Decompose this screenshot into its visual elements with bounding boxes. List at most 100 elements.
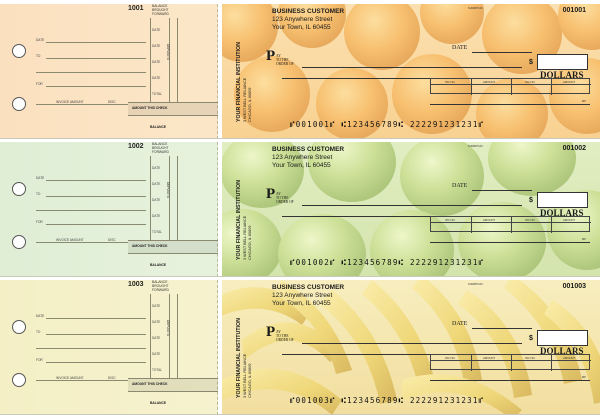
- stub-line: [36, 242, 128, 243]
- bank-info: YOUR FINANCIAL INSTITUTION 3 WEST BELL R…: [236, 160, 266, 260]
- mp-label: MP: [582, 376, 586, 379]
- stub-line: [36, 104, 128, 105]
- stub-date-label: DATE: [152, 44, 161, 48]
- payee-line: [302, 205, 522, 206]
- payee-line: [302, 343, 522, 344]
- stub-deposits-label: DEPOSITS: [166, 320, 170, 337]
- customer-name: BUSINESS CUSTOMER: [272, 8, 345, 15]
- stub-total-label: TOTAL: [152, 230, 162, 234]
- stub-line: [46, 86, 146, 87]
- date-label: DATE: [452, 183, 468, 189]
- check-stub: 1001 BALANCE BROUGHT FORWARD DATE TO FOR…: [0, 4, 218, 138]
- table-line: [551, 79, 552, 95]
- table-line: [551, 217, 552, 233]
- stub-column: [150, 294, 170, 378]
- check-wash: [222, 4, 600, 138]
- pay-small-1: AY: [276, 330, 281, 334]
- stub-line: [46, 58, 146, 59]
- dollars-label: DOLLARS: [540, 346, 584, 356]
- bank-address2: CHICAGO, IL 60609: [248, 225, 252, 260]
- check-row: 1002 BALANCE BROUGHT FORWARD DATE TO FOR…: [0, 142, 600, 277]
- invoice-table: INV NO. AMOUNT INV NO. AMOUNT: [430, 354, 591, 371]
- check-wash: [222, 142, 600, 276]
- stub-line: [46, 196, 146, 197]
- inv-no-label: INV NO.: [525, 356, 536, 360]
- date-line: [472, 190, 532, 191]
- stub-for-label: FOR: [36, 358, 43, 362]
- stub-amount-this-check-label: AMOUNT THIS CHECK: [132, 382, 168, 386]
- stub-deposits-label: DEPOSITS: [166, 182, 170, 199]
- binder-hole: [12, 320, 26, 334]
- pay-to-label: AY TO THE ORDER OF: [276, 330, 294, 343]
- dollars-line: [282, 78, 538, 79]
- stub-amount-this-check-label: AMOUNT THIS CHECK: [132, 106, 168, 110]
- bank-address1: 3 WEST BELL RELIANCE: [243, 77, 247, 122]
- stub-line: [46, 362, 146, 363]
- stub-total-label: TOTAL: [152, 92, 162, 96]
- tiny-code: SUMMIT123: [468, 7, 483, 10]
- pay-to-label: AY TO THE ORDER OF: [276, 54, 294, 67]
- check-row: 1003 BALANCE BROUGHT FORWARD DATE TO FOR…: [0, 280, 600, 415]
- pay-small-2: TO THE: [276, 58, 289, 63]
- stub-line: [36, 380, 128, 381]
- pay-small-3: ORDER OF: [276, 338, 294, 343]
- check-stub: 1002 BALANCE BROUGHT FORWARD DATE TO FOR…: [0, 142, 218, 276]
- stub-column: [170, 18, 178, 102]
- customer-address1: 123 Anywhere Street: [272, 292, 333, 299]
- amount-box: [537, 54, 588, 70]
- stub-invoice-amount-label: INVOICE AMOUNT: [56, 100, 84, 104]
- pay-to-label: AY TO THE ORDER OF: [276, 192, 294, 205]
- binder-hole: [12, 97, 26, 111]
- pay-letter: P: [266, 324, 276, 340]
- stub-balance-label: BALANCE: [150, 125, 167, 129]
- stub-line: [46, 318, 146, 319]
- inv-no-label: INV NO.: [445, 356, 456, 360]
- bank-address2: CHICAGO, IL 60609: [248, 363, 252, 398]
- dollar-sign: $: [529, 59, 533, 66]
- stub-amount-this-check-label: AMOUNT THIS CHECK: [132, 244, 168, 248]
- bank-info: YOUR FINANCIAL INSTITUTION 3 WEST BELL R…: [236, 22, 266, 122]
- stub-amount-box: [128, 240, 218, 254]
- stub-date-label: DATE: [152, 336, 161, 340]
- signature-line: [430, 242, 590, 243]
- stub-line: [46, 42, 146, 43]
- stub-disc-label: DISC: [108, 238, 116, 242]
- stub-to-label: TO: [36, 192, 41, 196]
- customer-address1: 123 Anywhere Street: [272, 16, 333, 23]
- check-wash: [222, 280, 600, 414]
- stub-line: [36, 72, 146, 73]
- bank-name: YOUR FINANCIAL INSTITUTION: [236, 180, 242, 260]
- bank-address1: 3 WEST BELL RELIANCE: [243, 353, 247, 398]
- stub-number: 1002: [128, 143, 144, 150]
- stub-date-label: DATE: [152, 198, 161, 202]
- stub-date-label: DATE: [152, 60, 161, 64]
- binder-hole: [12, 182, 26, 196]
- bank-address2: CHICAGO, IL 60609: [248, 87, 252, 122]
- amount-label: AMOUNT: [563, 218, 576, 222]
- dollar-sign: $: [529, 335, 533, 342]
- stub-balance-brought-label: BALANCE BROUGHT FORWARD: [152, 4, 169, 16]
- stub-date-label: DATE: [36, 314, 45, 318]
- amount-label: AMOUNT: [563, 80, 576, 84]
- oranges-background: [222, 4, 600, 138]
- amount-label: AMOUNT: [483, 356, 496, 360]
- stub-date-label: DATE: [152, 166, 161, 170]
- stub-number: 1001: [128, 5, 144, 12]
- customer-address2: Your Town, IL 60455: [272, 162, 331, 169]
- amount-label: AMOUNT: [483, 218, 496, 222]
- amount-label: AMOUNT: [563, 356, 576, 360]
- stub-for-label: FOR: [36, 82, 43, 86]
- stub-date-label: DATE: [152, 182, 161, 186]
- date-line: [472, 52, 532, 53]
- customer-address2: Your Town, IL 60455: [272, 300, 331, 307]
- stub-amount-box: [128, 378, 218, 392]
- pay-small-3: ORDER OF: [276, 62, 294, 67]
- signature-line: [430, 104, 590, 105]
- amount-box: [537, 330, 588, 346]
- payee-line: [302, 67, 522, 68]
- check-body: YOUR FINANCIAL INSTITUTION 3 WEST BELL R…: [222, 280, 600, 414]
- stub-number: 1003: [128, 281, 144, 288]
- check-body: YOUR FINANCIAL INSTITUTION 3 WEST BELL R…: [222, 4, 600, 138]
- binder-hole: [12, 373, 26, 387]
- bank-info: YOUR FINANCIAL INSTITUTION 3 WEST BELL R…: [236, 298, 266, 398]
